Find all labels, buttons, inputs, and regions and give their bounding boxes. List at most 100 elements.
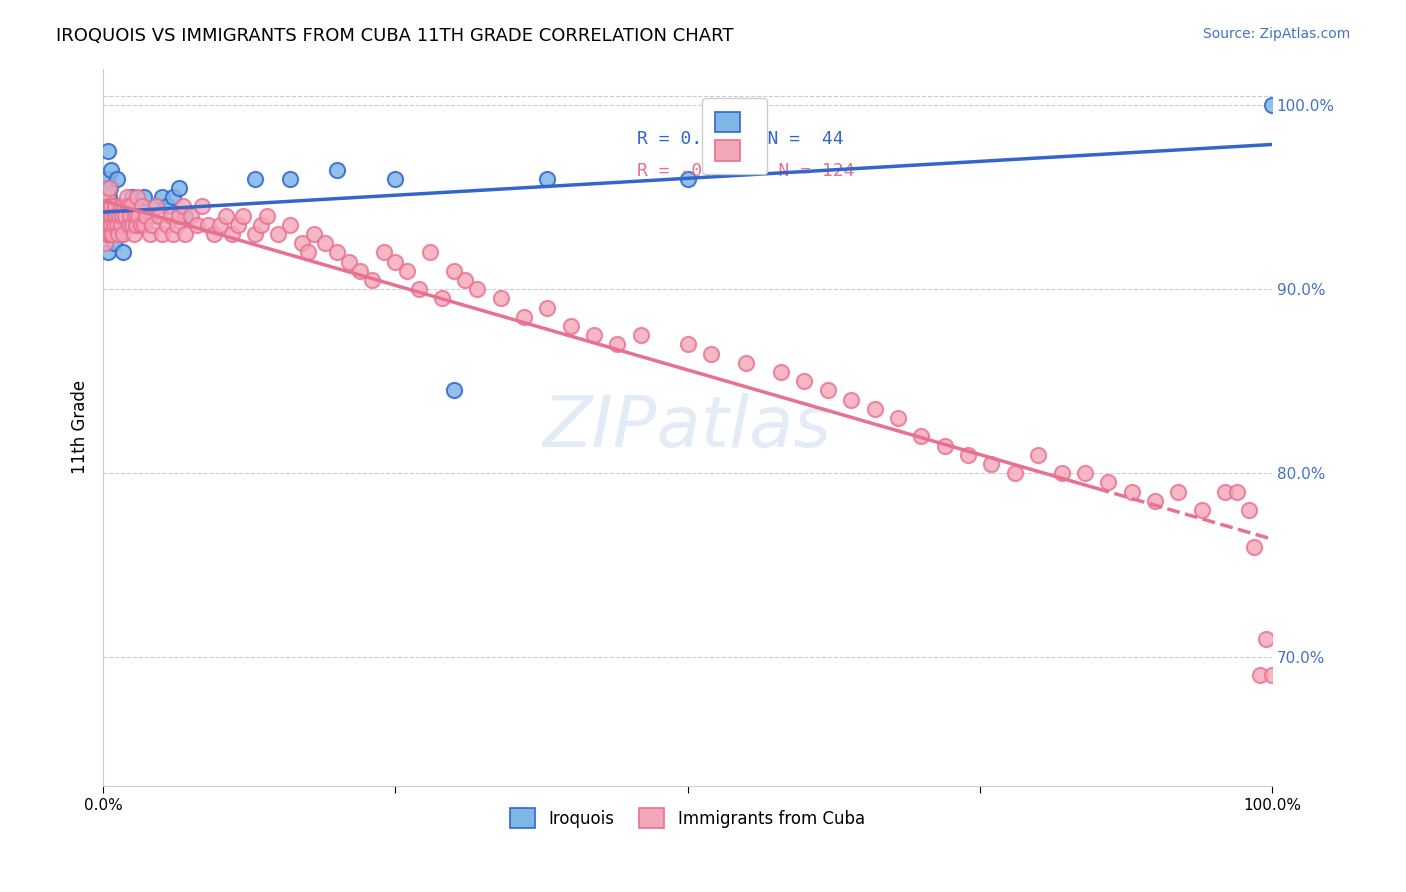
Point: [1097, 475, 1119, 490]
Point: [117, 199, 139, 213]
Point: [1213, 484, 1236, 499]
Point: [1167, 484, 1189, 499]
Point: [101, 209, 124, 223]
Point: [156, 199, 179, 213]
Point: [1254, 632, 1277, 646]
Point: [243, 227, 266, 241]
Legend: Iroquois, Immigrants from Cuba: Iroquois, Immigrants from Cuba: [503, 801, 872, 835]
Point: [121, 190, 143, 204]
Point: [221, 227, 243, 241]
Point: [125, 218, 148, 232]
Point: [769, 365, 792, 379]
Point: [94, 181, 117, 195]
Point: [121, 218, 143, 232]
Point: [132, 218, 155, 232]
Point: [454, 273, 477, 287]
Point: [337, 254, 360, 268]
Point: [150, 227, 173, 241]
Point: [384, 172, 406, 186]
Point: [166, 218, 188, 232]
Point: [97, 245, 120, 260]
Point: [226, 218, 249, 232]
Point: [112, 199, 135, 213]
Point: [103, 218, 125, 232]
Point: [115, 190, 138, 204]
Point: [243, 172, 266, 186]
Point: [104, 199, 127, 213]
Point: [94, 218, 117, 232]
Point: [100, 199, 122, 213]
Point: [395, 264, 418, 278]
Point: [96, 172, 118, 186]
Point: [676, 172, 699, 186]
Point: [125, 190, 148, 204]
Point: [124, 209, 146, 223]
Point: [162, 227, 184, 241]
Point: [536, 172, 558, 186]
Point: [162, 190, 184, 204]
Point: [101, 218, 124, 232]
Point: [129, 199, 152, 213]
Y-axis label: 11th Grade: 11th Grade: [72, 380, 89, 475]
Point: [215, 209, 238, 223]
Point: [430, 292, 453, 306]
Point: [101, 227, 124, 241]
Point: [606, 337, 628, 351]
Point: [560, 318, 582, 333]
Point: [98, 227, 121, 241]
Point: [1026, 448, 1049, 462]
Point: [96, 190, 118, 204]
Point: [105, 172, 128, 186]
Point: [250, 218, 273, 232]
Point: [956, 448, 979, 462]
Point: [94, 236, 117, 251]
Point: [1191, 503, 1213, 517]
Point: [180, 209, 202, 223]
Point: [132, 190, 155, 204]
Point: [172, 199, 194, 213]
Point: [145, 199, 167, 213]
Point: [98, 209, 121, 223]
Point: [139, 227, 162, 241]
Point: [97, 145, 120, 159]
Point: [1226, 484, 1249, 499]
Point: [349, 264, 371, 278]
Point: [127, 209, 149, 223]
Point: [419, 245, 441, 260]
Point: [208, 218, 231, 232]
Point: [408, 282, 430, 296]
Point: [361, 273, 384, 287]
Point: [326, 245, 349, 260]
Point: [120, 199, 142, 213]
Point: [167, 181, 190, 195]
Point: [887, 411, 910, 425]
Point: [839, 392, 862, 407]
Point: [148, 209, 170, 223]
Point: [103, 236, 125, 251]
Point: [110, 218, 132, 232]
Point: [302, 227, 325, 241]
Point: [384, 254, 406, 268]
Point: [135, 209, 157, 223]
Point: [115, 218, 138, 232]
Point: [100, 218, 122, 232]
Point: [630, 328, 652, 343]
Point: [1004, 466, 1026, 480]
Point: [98, 218, 121, 232]
Point: [111, 245, 134, 260]
Point: [98, 227, 121, 241]
Point: [326, 162, 349, 177]
Point: [735, 356, 758, 370]
Point: [1050, 466, 1073, 480]
Point: [489, 292, 512, 306]
Point: [1249, 668, 1271, 682]
Point: [108, 209, 131, 223]
Point: [1261, 98, 1284, 112]
Point: [139, 209, 162, 223]
Point: [297, 245, 319, 260]
Point: [160, 209, 183, 223]
Point: [118, 199, 141, 213]
Point: [443, 384, 465, 398]
Point: [186, 218, 208, 232]
Point: [1243, 540, 1265, 554]
